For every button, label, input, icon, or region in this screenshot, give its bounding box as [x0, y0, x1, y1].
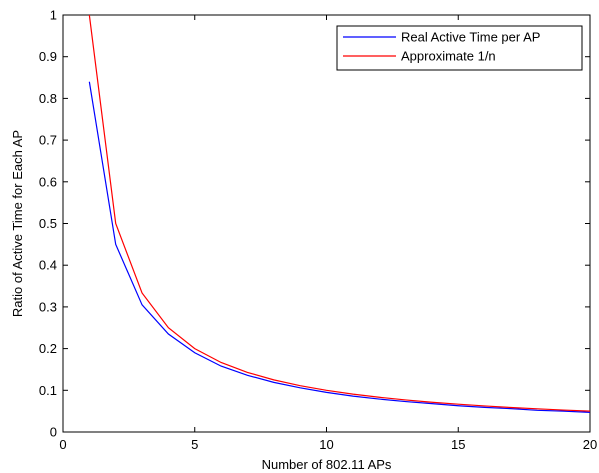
x-axis-label: Number of 802.11 APs [262, 457, 392, 472]
y-axis-label: Ratio of Active Time for Each AP [10, 130, 25, 317]
y-tick-label: 1 [50, 8, 57, 23]
x-tick-label: 10 [319, 437, 333, 452]
y-tick-label: 0.4 [39, 258, 57, 273]
y-tick-label: 0 [50, 425, 57, 440]
axis-ticks: 0 5 10 15 20 0 0.1 0.2 0.3 0.4 0.5 0.6 0.7 0.8 0.9 1 [39, 8, 597, 453]
y-tick-label: 0.2 [39, 341, 57, 356]
x-tick-label: 0 [59, 437, 66, 452]
y-tick-label: 0.7 [39, 133, 57, 148]
legend-label-approx: Approximate 1/n [401, 49, 496, 64]
legend-label-real: Real Active Time per AP [401, 30, 540, 45]
x-tick-label: 20 [583, 437, 597, 452]
plot-area [62, 14, 591, 433]
series-line-approximate-1-over-n [88, 15, 590, 412]
series-layer [88, 15, 590, 414]
y-tick-label: 0.8 [39, 91, 57, 106]
y-tick-label: 0.9 [39, 49, 57, 64]
y-tick-label: 0.3 [39, 299, 57, 314]
x-tick-label: 5 [191, 437, 198, 452]
legend: Real Active Time per AP Approximate 1/n [336, 25, 583, 71]
series-line-real-active-time [88, 81, 590, 414]
y-tick-label: 0.5 [39, 216, 57, 231]
y-tick-label: 0.6 [39, 174, 57, 189]
legend-box [336, 25, 583, 71]
y-tick-label: 0.1 [39, 383, 57, 398]
x-tick-label: 15 [451, 437, 465, 452]
